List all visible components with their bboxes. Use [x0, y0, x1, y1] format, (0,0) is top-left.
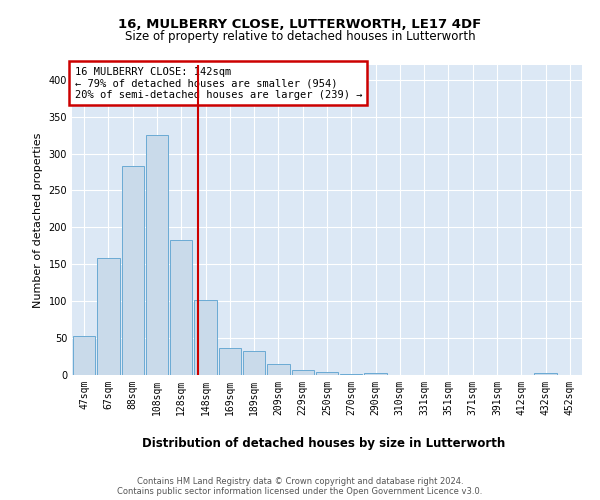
Y-axis label: Number of detached properties: Number of detached properties — [33, 132, 43, 308]
Bar — [243, 350, 265, 375]
Bar — [535, 373, 557, 375]
Bar — [364, 373, 387, 375]
Text: Contains HM Land Registry data © Crown copyright and database right 2024.: Contains HM Land Registry data © Crown c… — [137, 478, 463, 486]
Text: 16, MULBERRY CLOSE, LUTTERWORTH, LE17 4DF: 16, MULBERRY CLOSE, LUTTERWORTH, LE17 4D… — [118, 18, 482, 30]
Bar — [73, 336, 95, 375]
Bar — [97, 258, 119, 375]
Bar — [194, 300, 217, 375]
Bar — [267, 364, 290, 375]
Text: Size of property relative to detached houses in Lutterworth: Size of property relative to detached ho… — [125, 30, 475, 43]
Bar — [146, 135, 168, 375]
Bar — [316, 372, 338, 375]
Bar — [218, 348, 241, 375]
Bar — [292, 370, 314, 375]
Text: 16 MULBERRY CLOSE: 142sqm
← 79% of detached houses are smaller (954)
20% of semi: 16 MULBERRY CLOSE: 142sqm ← 79% of detac… — [74, 66, 362, 100]
Text: Distribution of detached houses by size in Lutterworth: Distribution of detached houses by size … — [142, 438, 506, 450]
Bar — [170, 240, 193, 375]
Text: Contains public sector information licensed under the Open Government Licence v3: Contains public sector information licen… — [118, 488, 482, 496]
Bar — [340, 374, 362, 375]
Bar — [122, 166, 144, 375]
